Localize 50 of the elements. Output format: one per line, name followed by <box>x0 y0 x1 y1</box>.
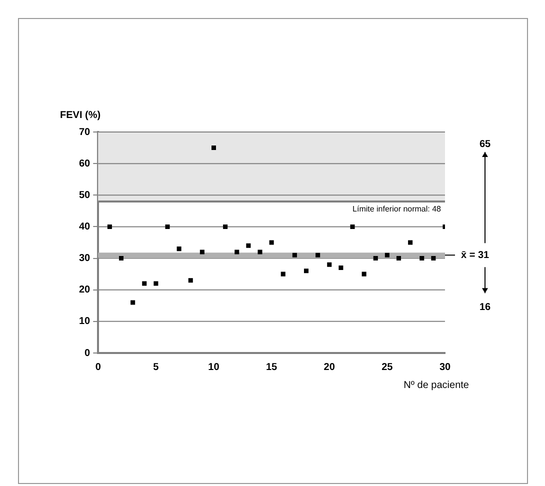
point <box>165 224 170 229</box>
point <box>130 300 136 305</box>
ref-line-label: x̄ = 31 <box>461 250 490 261</box>
point <box>420 256 424 261</box>
point <box>258 250 262 254</box>
x-tick-label: 5 <box>153 362 160 373</box>
point <box>292 252 297 258</box>
text: 65 <box>479 138 491 150</box>
y-axis-title: FEVI (%) <box>60 110 101 121</box>
y-tick-label: 60 <box>79 158 91 170</box>
point <box>176 246 182 252</box>
point <box>316 252 320 258</box>
point <box>223 224 228 229</box>
y-tick-label: 50 <box>79 190 91 201</box>
point <box>200 250 204 254</box>
y-tick-label: 10 <box>79 316 91 328</box>
y-tick-label: 30 <box>79 253 91 264</box>
point <box>384 252 390 258</box>
point <box>408 240 413 245</box>
point <box>338 265 344 270</box>
text: 16 <box>479 302 491 313</box>
point <box>396 256 402 261</box>
point <box>431 256 436 261</box>
point <box>188 278 193 283</box>
x-tick-label: 30 <box>439 362 451 373</box>
point <box>280 272 286 276</box>
point <box>304 268 309 274</box>
point <box>362 272 366 276</box>
x-tick-label: 25 <box>382 362 394 373</box>
point <box>327 262 332 267</box>
point <box>211 146 216 150</box>
point <box>142 281 147 286</box>
point <box>154 281 158 286</box>
ref-line-label: Límite inferior normal: 48 <box>352 204 442 214</box>
point <box>350 224 355 229</box>
y-tick-label: 0 <box>84 348 91 359</box>
y-tick-label: 20 <box>79 284 91 296</box>
x-tick-label: 0 <box>95 362 102 373</box>
x-tick-label: 15 <box>266 362 278 373</box>
point <box>107 224 112 229</box>
point <box>118 256 124 261</box>
x-tick-label: 20 <box>324 362 336 373</box>
point <box>269 240 274 245</box>
y-tick-label: 40 <box>79 221 91 232</box>
y-tick-label: 70 <box>79 126 91 138</box>
point <box>234 250 240 254</box>
point <box>246 243 251 248</box>
point <box>373 256 378 261</box>
x-axis-title: Nº de paciente <box>404 380 470 391</box>
x-tick-label: 10 <box>208 362 220 373</box>
